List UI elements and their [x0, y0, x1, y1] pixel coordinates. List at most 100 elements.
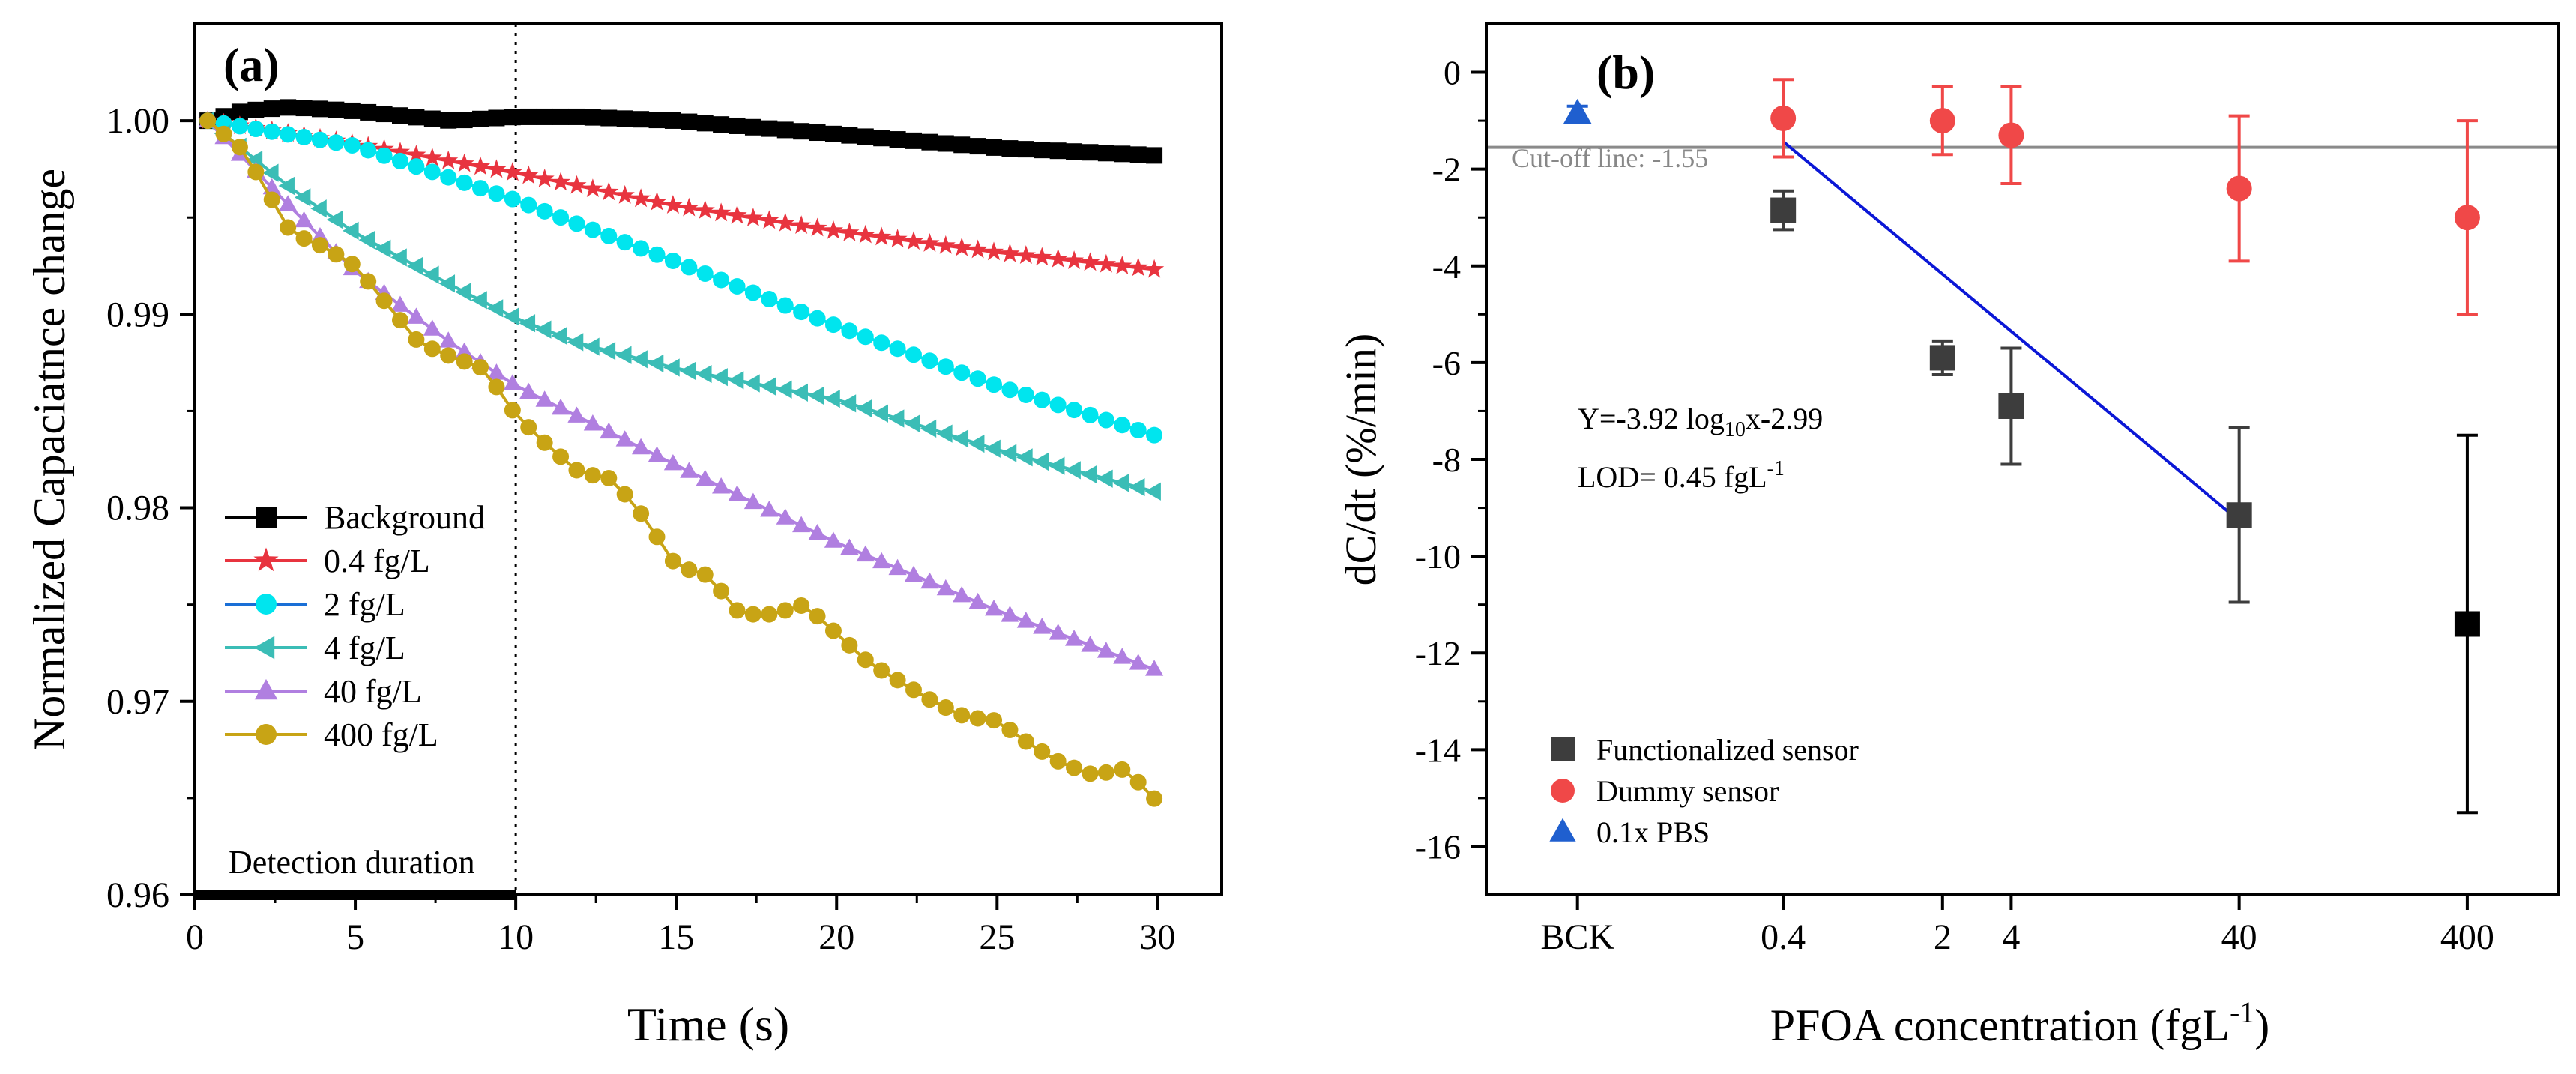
data-point [1066, 402, 1083, 419]
data-point [280, 126, 297, 143]
data-point [534, 169, 555, 187]
panel-b-label: (b) [1596, 46, 1655, 99]
legend-label: Functionalized sensor [1596, 733, 1859, 767]
data-point [744, 606, 761, 623]
data-point [647, 191, 667, 211]
data-point [536, 108, 553, 125]
panel-a-xtick-label: 10 [498, 917, 534, 957]
data-point [1080, 465, 1097, 484]
panel-a-xtick-label: 0 [186, 917, 204, 957]
data-point [392, 312, 408, 329]
data-point [1048, 248, 1068, 268]
data-point [392, 107, 408, 124]
data-point [663, 195, 683, 214]
data-point [696, 469, 714, 486]
data-point [358, 231, 375, 250]
data-point [1082, 144, 1099, 161]
data-point [486, 299, 504, 318]
data-point [729, 117, 746, 134]
data-point [807, 217, 827, 237]
data-point [936, 579, 955, 596]
panel-a-series [198, 99, 1165, 807]
data-point [857, 128, 874, 145]
data-point [1016, 612, 1035, 628]
data-point [1066, 143, 1083, 160]
series-400-fg-l [199, 112, 1163, 807]
data-point [727, 371, 744, 390]
data-point [583, 337, 600, 356]
data-point [1129, 477, 1145, 497]
data-point [1049, 456, 1065, 475]
legend-item-40-fg-l: 40 fg/L [225, 673, 422, 710]
data-point [456, 174, 473, 191]
legend-item-dummy-sensor: Dummy sensor [1551, 774, 1779, 808]
data-point [776, 508, 794, 525]
data-point [776, 297, 794, 314]
panel-b-legend: Functionalized sensor Dummy sensor 0.1x P… [1549, 733, 1859, 849]
data-point [1563, 98, 1592, 124]
data-point [520, 419, 537, 436]
data-point [664, 552, 681, 570]
data-point [873, 334, 890, 352]
data-point [680, 462, 699, 478]
panel-b-xlabel-sup: -1 [2230, 995, 2254, 1029]
legend-item-0-4-fg-l: 0.4 fg/L [225, 543, 430, 579]
data-point [889, 131, 906, 148]
data-point [631, 188, 651, 208]
data-point [1114, 145, 1131, 163]
data-point [231, 139, 248, 156]
data-point [937, 358, 954, 375]
data-point [231, 103, 248, 121]
data-point [2454, 611, 2480, 637]
data-point [247, 163, 265, 181]
data-point [953, 364, 971, 381]
data-point [472, 359, 489, 376]
data-point [681, 561, 698, 579]
data-point [1146, 147, 1163, 164]
panel-a-frame [193, 22, 1223, 896]
data-point [375, 292, 393, 310]
panel-a-xtick-label: 15 [658, 917, 694, 957]
lod-text: LOD= 0.45 fgL-1 [1578, 457, 1785, 494]
data-point [422, 147, 442, 166]
data-point [776, 121, 794, 139]
data-point [920, 233, 940, 252]
data-point [1001, 606, 1019, 622]
data-point [439, 331, 458, 348]
data-point [503, 307, 519, 326]
data-point [1097, 145, 1114, 162]
data-point [696, 265, 714, 282]
data-point [953, 136, 971, 154]
data-point [262, 163, 279, 182]
data-point [456, 353, 473, 370]
data-point [1034, 391, 1051, 408]
data-point [584, 221, 601, 238]
data-point [663, 358, 680, 377]
data-point [567, 333, 584, 352]
data-point [1146, 426, 1163, 444]
data-point [968, 239, 988, 259]
data-point [247, 121, 265, 138]
data-point [776, 602, 794, 619]
data-point [841, 127, 858, 144]
data-point [728, 485, 746, 501]
data-point [1128, 257, 1148, 277]
panel-a-axes: 0 5 10 15 20 25 30 0.96 0.97 0.98 0.99 1.00 [106, 101, 1175, 957]
panel-b-xlabel: PFOA concentration (fgL-1) [1770, 995, 2270, 1050]
data-point [761, 120, 778, 137]
data-point [727, 205, 747, 224]
data-point [343, 136, 361, 154]
data-point [295, 211, 313, 228]
data-point [952, 237, 972, 256]
data-point [839, 394, 857, 413]
data-point [2454, 205, 2480, 231]
data-point [984, 241, 1004, 261]
data-point [536, 434, 553, 451]
data-point [984, 599, 1004, 616]
fit-line [1782, 140, 2240, 522]
data-point [856, 545, 875, 562]
data-point [502, 162, 522, 181]
data-point [679, 197, 699, 217]
data-point [744, 284, 761, 301]
data-point [486, 159, 507, 178]
